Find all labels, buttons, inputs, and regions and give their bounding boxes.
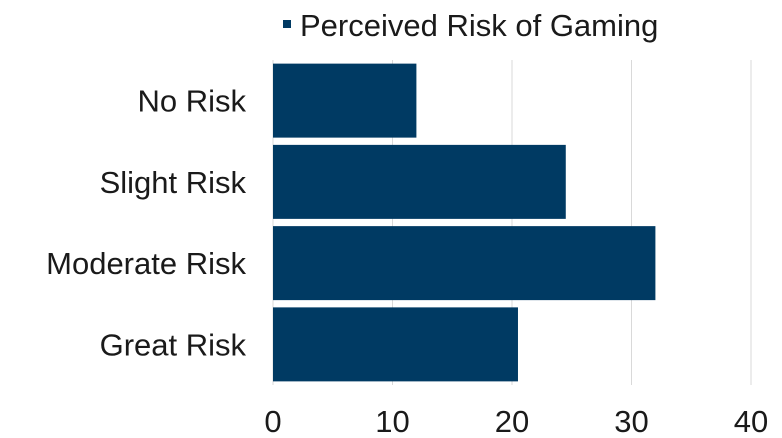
bars [273,63,656,382]
legend-swatch [283,20,291,28]
category-labels: No Risk Slight Risk Moderate Risk Great Ris… [46,84,246,363]
category-label-no-risk: No Risk [137,84,246,119]
bar-no-risk [273,63,417,138]
category-label-slight-risk: Slight Risk [100,165,247,200]
bar-great-risk [273,307,518,382]
bar-moderate-risk [273,226,656,301]
category-label-great-risk: Great Risk [100,327,247,362]
x-tick-label-40: 40 [734,404,768,438]
x-tick-label-0: 0 [264,404,281,438]
category-label-moderate-risk: Moderate Risk [46,246,246,281]
x-tick-label-10: 10 [375,404,409,438]
legend-label: Perceived Risk of Gaming [300,8,658,43]
legend: Perceived Risk of Gaming [283,8,658,43]
x-tick-labels: 0 10 20 30 40 [264,404,768,438]
x-tick-label-30: 30 [614,404,648,438]
x-tick-label-20: 20 [495,404,529,438]
bar-slight-risk [273,144,566,219]
